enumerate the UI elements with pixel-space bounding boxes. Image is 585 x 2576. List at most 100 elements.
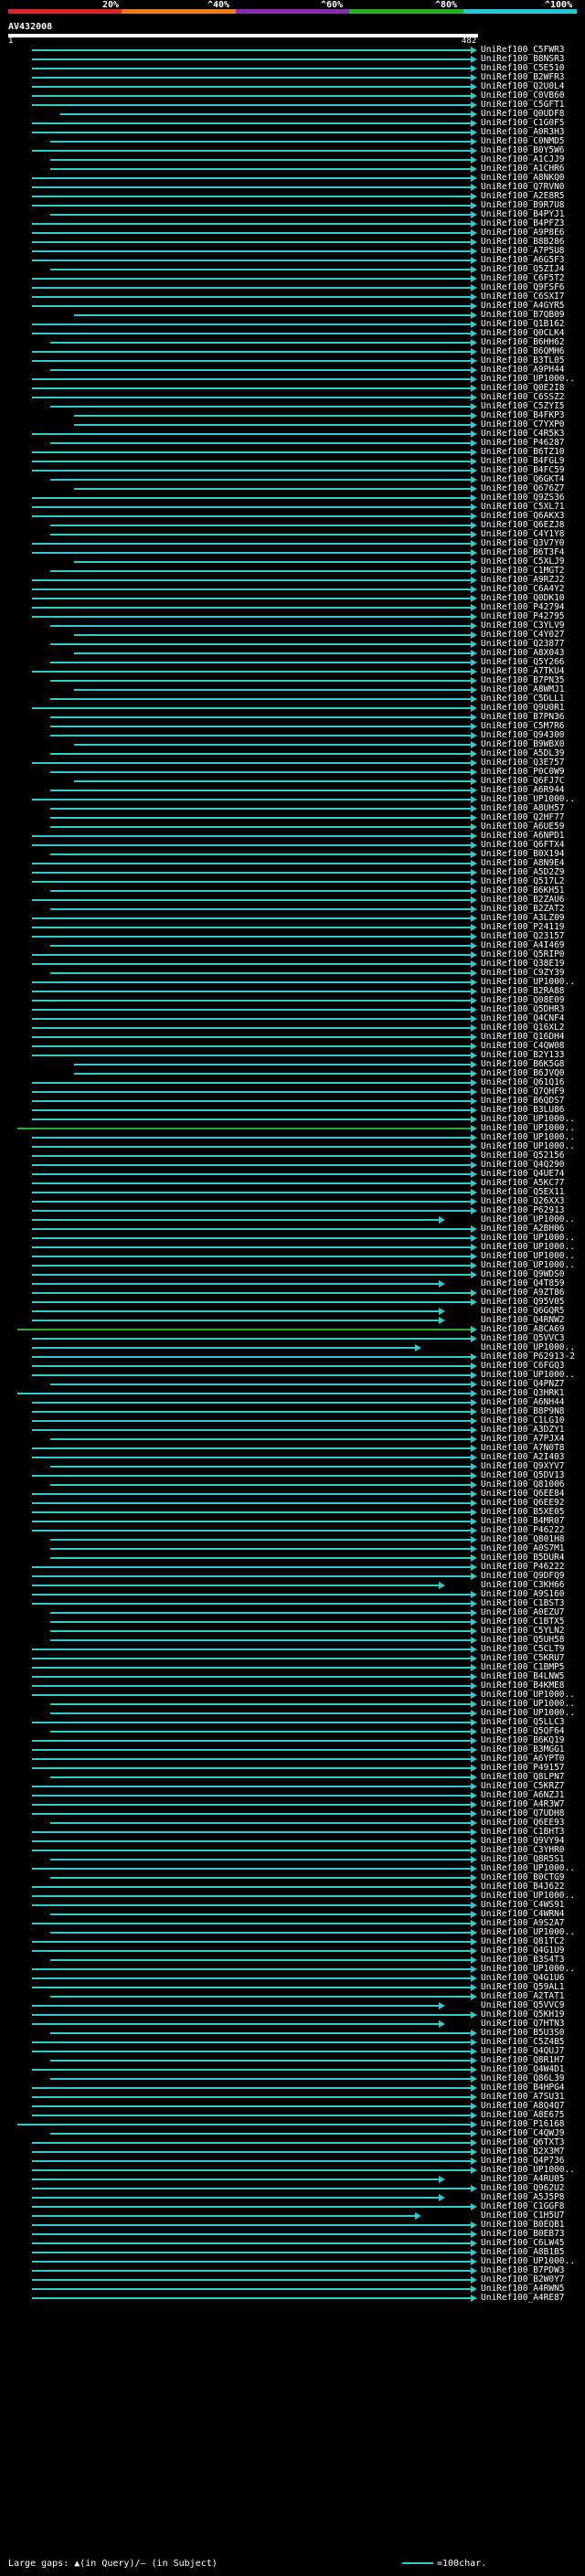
hit-row[interactable]: UniRef100_A1CHR6 [0,164,585,174]
hit-alignment-line[interactable] [31,1868,472,1870]
hit-label[interactable]: UniRef100_A7P5U8 [481,246,565,256]
hit-label[interactable]: UniRef100_Q5LLC3 [481,1717,565,1727]
hit-alignment-line[interactable] [31,1146,472,1148]
hit-row[interactable]: UniRef100_UP1000.. [0,1709,585,1718]
hit-label[interactable]: UniRef100_A2BH06 [481,1224,565,1234]
hit-alignment-line[interactable] [50,214,472,216]
hit-row[interactable]: UniRef100_Q8R5S1 [0,1855,585,1864]
hit-label[interactable]: UniRef100_A9S160 [481,1589,565,1599]
hit-alignment-line[interactable] [31,1722,472,1723]
hit-alignment-line[interactable] [31,588,472,590]
hit-row[interactable]: UniRef100_B0Y5W6 [0,146,585,155]
hit-label[interactable]: UniRef100_Q5EX11 [481,1187,565,1197]
hit-row[interactable]: UniRef100_B4PFZ3 [0,219,585,228]
hit-label[interactable]: UniRef100_Q6AKX3 [481,511,565,521]
hit-row[interactable]: UniRef100_Q4UE74 [0,1170,585,1179]
hit-row[interactable]: UniRef100_B2RA88 [0,987,585,996]
hit-alignment-line[interactable] [31,2242,472,2244]
hit-label[interactable]: UniRef100_Q95V05 [481,1297,565,1307]
hit-label[interactable]: UniRef100_C4QWJ9 [481,2128,565,2138]
hit-label[interactable]: UniRef100_C1BST3 [481,1598,565,1608]
hit-row[interactable]: UniRef100_C5KRZ7 [0,1782,585,1791]
hit-row[interactable]: UniRef100_C4Y1Y8 [0,530,585,539]
hit-row[interactable]: UniRef100_C3YLV9 [0,621,585,631]
hit-label[interactable]: UniRef100_UP1000.. [481,1708,575,1718]
hit-alignment-line[interactable] [31,1192,472,1193]
hit-row[interactable]: UniRef100_Q6TXT3 [0,2138,585,2147]
hit-alignment-line[interactable] [50,1932,472,1934]
hit-label[interactable]: UniRef100_Q38E19 [481,959,565,969]
hit-row[interactable]: UniRef100_Q08E09 [0,996,585,1005]
hit-alignment-line[interactable] [50,1621,472,1623]
hit-alignment-line[interactable] [31,1603,472,1605]
hit-label[interactable]: UniRef100_C5KRZ7 [481,1781,565,1791]
hit-row[interactable]: UniRef100_B4KME8 [0,1681,585,1691]
hit-row[interactable]: UniRef100_C1H5U7 [0,2211,585,2221]
hit-alignment-line[interactable] [31,387,472,389]
hit-label[interactable]: UniRef100_A9P8E6 [481,228,565,238]
hit-row[interactable]: UniRef100_A1CJJ9 [0,155,585,164]
hit-row[interactable]: UniRef100_A5D2Z9 [0,868,585,877]
hit-label[interactable]: UniRef100_Q517L2 [481,876,565,886]
hit-label[interactable]: UniRef100_A8WMJ1 [481,684,565,694]
hit-label[interactable]: UniRef100_Q0CLK4 [481,328,565,338]
hit-alignment-line[interactable] [31,150,472,152]
hit-row[interactable]: UniRef100_B8B286 [0,238,585,247]
hit-row[interactable]: UniRef100_Q6EE92 [0,1499,585,1508]
hit-row[interactable]: UniRef100_A8CA69 [0,1325,585,1334]
hit-alignment-line[interactable] [50,1712,472,1714]
hit-alignment-line[interactable] [31,671,472,673]
hit-label[interactable]: UniRef100_C1H5U7 [481,2210,565,2221]
hit-row[interactable]: UniRef100_B9WBX0 [0,740,585,749]
hit-alignment-line[interactable] [50,1731,472,1733]
hit-row[interactable]: UniRef100_B7PDW3 [0,2266,585,2275]
hit-label[interactable]: UniRef100_Q3E757 [481,758,565,768]
hit-alignment-line[interactable] [31,1749,472,1751]
hit-alignment-line[interactable] [31,378,472,380]
hit-row[interactable]: UniRef100_B0EQB1 [0,2221,585,2230]
hit-alignment-line[interactable] [31,2188,472,2189]
hit-alignment-line[interactable] [50,945,472,947]
hit-label[interactable]: UniRef100_Q6EE84 [481,1489,565,1499]
hit-label[interactable]: UniRef100_B6K5G8 [481,1059,565,1069]
hit-label[interactable]: UniRef100_Q9XYV7 [481,1461,565,1471]
hit-row[interactable]: UniRef100_UP1000.. [0,1115,585,1124]
hit-label[interactable]: UniRef100_Q962U2 [481,2183,565,2193]
hit-alignment-line[interactable] [31,470,472,472]
hit-row[interactable]: UniRef100_Q7HTN3 [0,2019,585,2029]
hit-alignment-line[interactable] [31,799,472,800]
hit-row[interactable]: UniRef100_A0EZU7 [0,1608,585,1617]
hit-label[interactable]: UniRef100_C1BTX5 [481,1617,565,1627]
hit-alignment-line[interactable] [31,2096,472,2098]
hit-row[interactable]: UniRef100_Q23157 [0,932,585,941]
hit-label[interactable]: UniRef100_B6JVQ0 [481,1068,565,1078]
hit-alignment-line[interactable] [31,132,472,133]
hit-row[interactable]: UniRef100_Q4G1U9 [0,1946,585,1956]
hit-label[interactable]: UniRef100_C3YHR0 [481,1845,565,1855]
hit-row[interactable]: UniRef100_A5DL39 [0,749,585,758]
hit-alignment-line[interactable] [31,1045,472,1047]
hit-alignment-line[interactable] [50,680,472,682]
hit-label[interactable]: UniRef100_A4R3W7 [481,1799,565,1809]
hit-label[interactable]: UniRef100_Q8LPN7 [481,1772,565,1782]
hit-label[interactable]: UniRef100_B2X3M7 [481,2147,565,2157]
hit-row[interactable]: UniRef100_UP1000.. [0,2257,585,2266]
hit-label[interactable]: UniRef100_Q7UDH8 [481,1808,565,1818]
hit-label[interactable]: UniRef100_B6T3F4 [481,547,565,557]
hit-row[interactable]: UniRef100_C5CLT9 [0,1645,585,1654]
hit-alignment-line[interactable] [50,2133,472,2135]
hit-alignment-line[interactable] [31,1365,472,1367]
hit-label[interactable]: UniRef100_A8NKQ0 [481,173,565,183]
hit-label[interactable]: UniRef100_UP1000.. [481,1242,575,1252]
hit-alignment-line[interactable] [31,86,472,88]
hit-label[interactable]: UniRef100_Q4UE74 [481,1169,565,1179]
hit-row[interactable]: UniRef100_Q52156 [0,1151,585,1161]
hit-alignment-line[interactable] [31,872,472,874]
hit-alignment-line[interactable] [31,95,472,97]
hit-row[interactable]: UniRef100_Q95V05 [0,1298,585,1307]
hit-row[interactable]: UniRef100_Q1B162 [0,320,585,329]
hit-label[interactable]: UniRef100_B4PFZ3 [481,218,565,228]
hit-alignment-line[interactable] [31,963,472,965]
hit-label[interactable]: UniRef100_A7SU31 [481,2092,565,2102]
hit-row[interactable]: UniRef100_UP1000.. [0,1965,585,1974]
